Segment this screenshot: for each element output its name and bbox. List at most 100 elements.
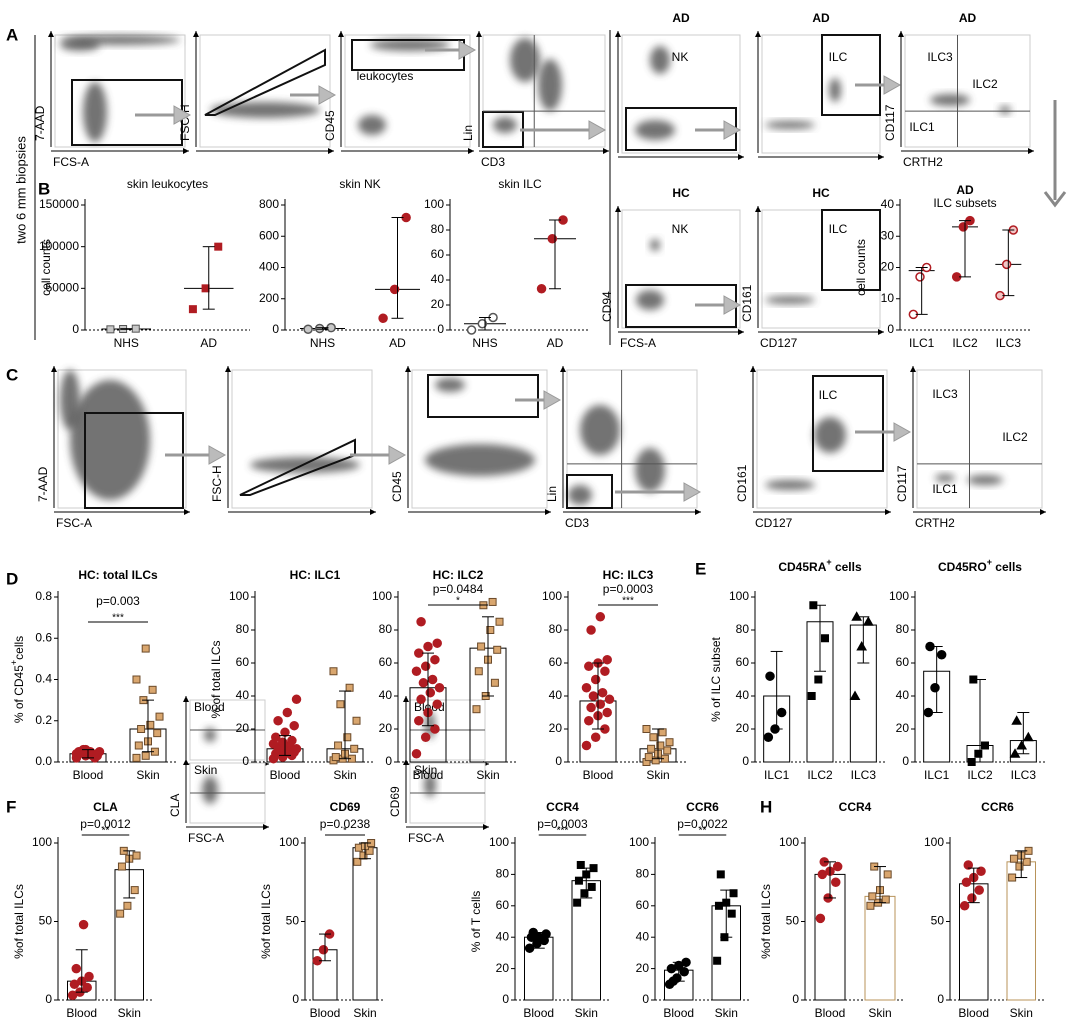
data-point — [291, 694, 302, 705]
p-value: p=0.003 — [96, 594, 140, 608]
y-axis-label: CD69 — [388, 786, 402, 817]
y-tick-label: 100 — [629, 835, 649, 849]
cell-cloud — [202, 776, 218, 804]
plot-frame — [199, 34, 331, 148]
title-text: HC: total ILCs — [78, 568, 158, 582]
data-point — [1015, 862, 1024, 871]
x-axis-label: CD3 — [481, 155, 505, 169]
data-point — [765, 671, 775, 681]
y-tick-label: 40 — [896, 688, 910, 702]
y-tick-label: 100 — [542, 589, 562, 603]
y-tick-label: 0 — [937, 992, 944, 1006]
data-point — [849, 690, 861, 700]
data-point — [581, 740, 592, 751]
y-tick-label: 80 — [431, 222, 445, 236]
data-point — [974, 885, 984, 895]
flow-arrow — [683, 482, 702, 502]
ylabel-text: %of total ILCs — [12, 884, 26, 959]
flow-arrow — [1043, 191, 1067, 208]
y-tick-label: 20 — [896, 721, 910, 735]
y-tick-label: 20 — [736, 721, 750, 735]
y-tick-label: 40 — [496, 929, 510, 943]
panel-letter: B — [38, 179, 50, 198]
cell-cloud — [765, 480, 815, 490]
data-point — [959, 901, 970, 911]
data-point — [343, 733, 352, 742]
title-text: skin NK — [339, 177, 380, 191]
y-tick-label: 40 — [636, 929, 650, 943]
x-tick-label: ILC2 — [807, 768, 833, 782]
y-tick-label: 100 — [889, 589, 909, 603]
cell-cloud — [424, 773, 436, 797]
y-tick-label: 60 — [431, 247, 445, 261]
x-tick-label: ILC1 — [909, 336, 935, 350]
cell-cloud — [210, 102, 320, 118]
x-tick-label: Skin — [136, 768, 159, 782]
x-tick-label: Skin — [333, 768, 356, 782]
data-point — [71, 963, 82, 974]
data-point — [434, 683, 445, 693]
gate — [566, 474, 613, 509]
ylabel-text: cells — [12, 636, 26, 660]
y-tick-label: 80 — [496, 867, 510, 881]
y-tick-label: 80 — [236, 622, 250, 636]
ylabel-text: cell counts — [39, 239, 53, 296]
x-tick-label: Skin — [476, 768, 499, 782]
x-tick-label: ILC3 — [996, 336, 1022, 350]
bar — [571, 880, 601, 1001]
data-point — [331, 753, 340, 762]
data-point — [141, 644, 150, 653]
y-tick-label: 0 — [437, 322, 444, 336]
x-axis-label: FSC-A — [56, 516, 92, 530]
title-text: CD45RA — [778, 560, 826, 574]
y-tick-label: 80 — [896, 622, 910, 636]
data-point — [915, 272, 925, 282]
cell-cloud — [935, 474, 955, 482]
y-axis-label: CD45 — [323, 110, 337, 141]
data-point — [588, 691, 599, 701]
data-point — [815, 913, 826, 924]
data-point — [416, 694, 426, 705]
gate — [821, 209, 881, 291]
y-tick-label: 100 — [279, 835, 299, 849]
cell-cloud — [370, 39, 450, 51]
title-text: skin ILC — [498, 177, 542, 191]
data-point — [881, 895, 890, 904]
y-axis-label: % of ILC subset — [709, 636, 723, 721]
bar — [352, 847, 378, 1001]
data-point — [488, 597, 497, 606]
gate — [204, 48, 326, 116]
data-point — [472, 705, 481, 714]
data-point — [141, 751, 150, 760]
x-axis-label: CD3 — [565, 516, 589, 530]
x-tick-label: Blood — [815, 1006, 846, 1020]
y-axis-label: cell counts — [854, 239, 868, 296]
cell-cloud — [510, 38, 540, 82]
ylabel-text: % of ILC subset — [709, 636, 723, 721]
y-axis-label: CD117 — [895, 465, 909, 502]
cell-cloud — [650, 239, 660, 251]
x-tick-label: AD — [389, 336, 406, 350]
title-sup: + — [987, 557, 992, 567]
cell-cloud — [636, 290, 664, 310]
data-point — [495, 617, 504, 626]
title-text: CCR6 — [686, 800, 719, 814]
ylabel-text: cell counts — [854, 239, 868, 296]
bar — [1006, 861, 1036, 1001]
ylabel-text: % of total ILCs — [209, 640, 223, 718]
y-tick-label: 20 — [236, 721, 250, 735]
x-axis-label: FCS-A — [53, 155, 89, 169]
data-point — [282, 707, 293, 718]
chart-title: HC: ILC3 — [603, 568, 654, 582]
title-text: CD45RO — [938, 560, 987, 574]
plot-frame — [621, 209, 741, 329]
data-point — [427, 674, 438, 685]
gate-label: ILC2 — [1002, 430, 1028, 444]
flow-title: AD — [812, 11, 830, 25]
data-point — [116, 909, 125, 918]
data-point — [134, 741, 143, 750]
y-tick-label: 0 — [902, 754, 909, 768]
y-tick-label: 50 — [786, 914, 800, 928]
data-point — [155, 712, 164, 721]
data-point — [420, 732, 431, 742]
